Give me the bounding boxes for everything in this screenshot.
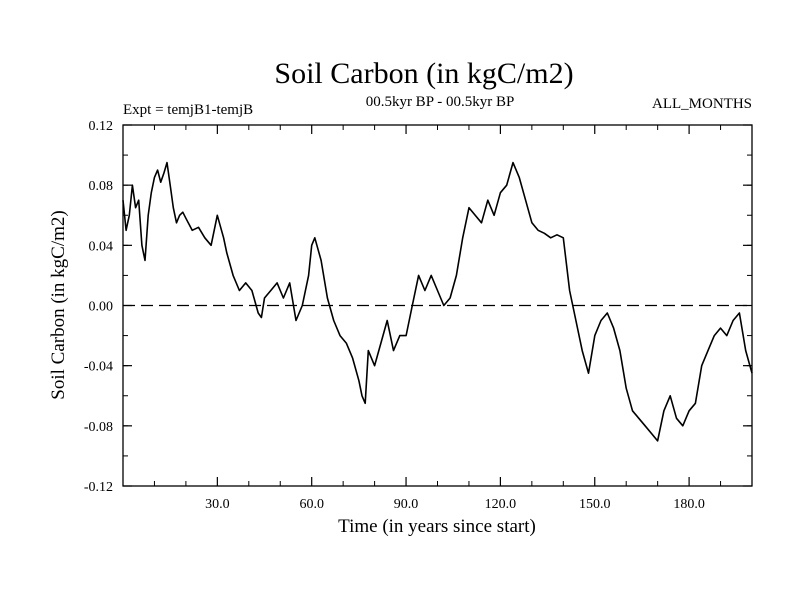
x-tick-label: 90.0 xyxy=(394,497,419,512)
y-tick-label: 0.12 xyxy=(89,119,114,134)
series-line-0 xyxy=(122,161,753,442)
x-tick-label: 120.0 xyxy=(485,497,517,512)
x-tick-label: 60.0 xyxy=(299,497,324,512)
subtitle-center: 00.5kyr BP - 00.5kyr BP xyxy=(366,94,515,110)
plot-area xyxy=(122,161,753,442)
axes: 30.0 60.0 90.0 120.0 150.0 180.0 -0.12 -0.08 -0.… xyxy=(84,119,753,512)
y-tick-label: -0.08 xyxy=(84,420,113,435)
x-tick-label: 30.0 xyxy=(205,497,230,512)
y-tick-label: 0.04 xyxy=(89,239,114,254)
x-axis-label: Time (in years since start) xyxy=(338,516,536,537)
subtitle-left: Expt = temjB1-temjB xyxy=(123,102,253,118)
y-tick-label: -0.12 xyxy=(84,480,113,495)
y-tick-label: -0.04 xyxy=(84,360,113,375)
y-tick-label: 0.00 xyxy=(89,300,114,315)
chart-title: Soil Carbon (in kgC/m2) xyxy=(274,57,573,90)
y-axis-label: Soil Carbon (in kgC/m2) xyxy=(48,210,69,399)
y-tick-label: 0.08 xyxy=(89,179,114,194)
x-tick-label: 150.0 xyxy=(579,497,611,512)
x-tick-label: 180.0 xyxy=(673,497,705,512)
subtitle-right: ALL_MONTHS xyxy=(652,96,752,112)
